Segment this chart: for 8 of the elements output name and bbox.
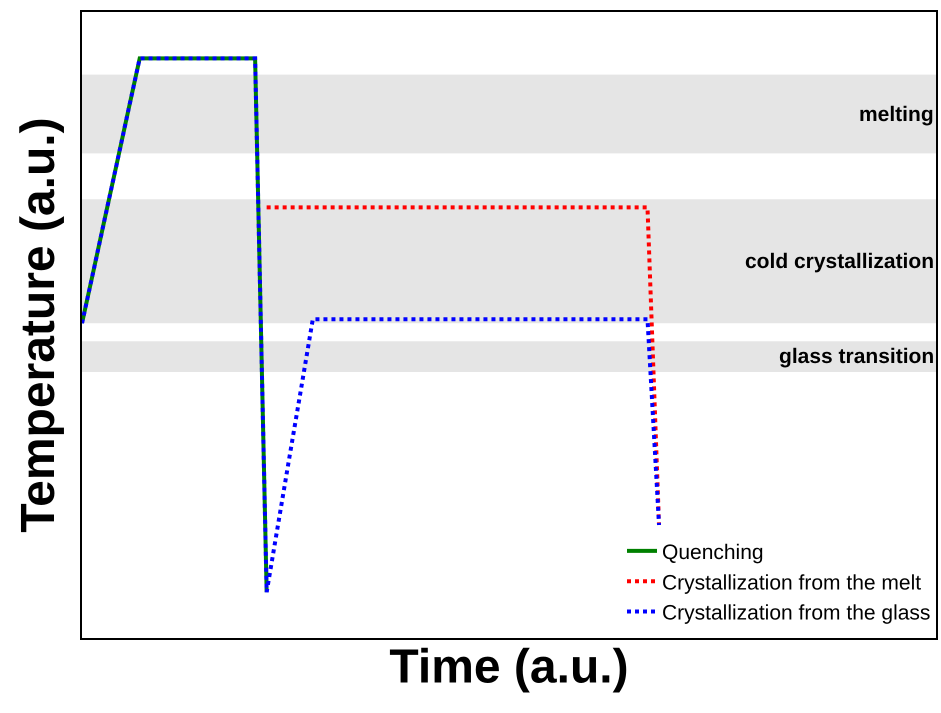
x-axis-title: Time (a.u.) — [389, 640, 629, 694]
band-label: cold crystallization — [745, 250, 934, 273]
legend-label: Crystallization from the glass — [662, 602, 930, 625]
legend-label: Quenching — [662, 541, 764, 564]
band-label: glass transition — [779, 345, 934, 368]
legend-label: Crystallization from the melt — [662, 571, 922, 594]
band-label: melting — [859, 103, 934, 126]
y-axis-title: Temperature (a.u.) — [12, 117, 66, 533]
